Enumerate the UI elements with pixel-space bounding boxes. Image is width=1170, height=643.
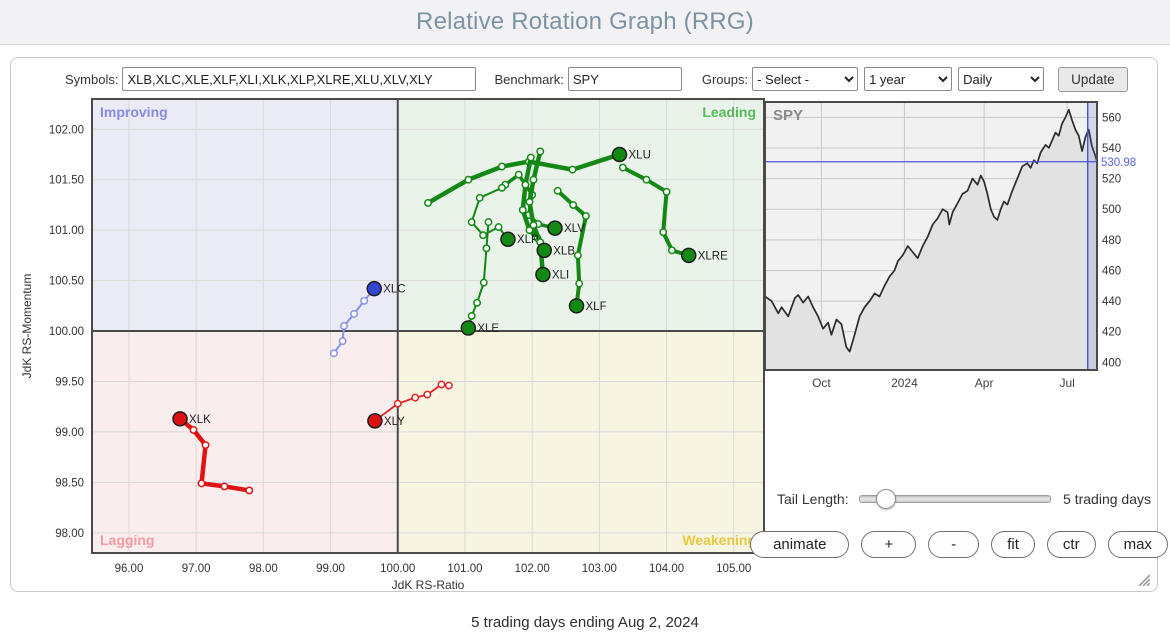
symbol-dot-xly[interactable] <box>367 413 383 429</box>
benchmark-label: Benchmark: <box>494 71 564 87</box>
svg-text:2024: 2024 <box>891 376 918 390</box>
svg-text:Jul: Jul <box>1059 376 1074 390</box>
main-panel: Symbols: Benchmark: Groups: - Select - 1… <box>10 57 1168 594</box>
spy-last-price-label: 530.98 <box>1101 157 1136 169</box>
svg-text:Oct: Oct <box>812 376 831 390</box>
symbol-dot-xlp[interactable] <box>500 231 516 247</box>
svg-text:520: 520 <box>1102 174 1121 186</box>
symbol-dot-xle[interactable] <box>460 320 477 336</box>
symbol-dot-xlv[interactable] <box>547 220 563 236</box>
resize-handle-icon[interactable] <box>1135 571 1150 586</box>
svg-text:Apr: Apr <box>975 376 994 390</box>
spy-chart-title: SPY <box>773 107 803 124</box>
title-bar: Relative Rotation Graph (RRG) <box>0 0 1170 45</box>
tail-length-label: Tail Length: <box>777 491 849 507</box>
svg-text:420: 420 <box>1102 327 1121 339</box>
svg-text:103.00: 103.00 <box>582 563 617 575</box>
svg-text:97.00: 97.00 <box>182 563 211 575</box>
svg-text:98.00: 98.00 <box>249 563 278 575</box>
right-column: 400 420 440 460 480 500 520 540 560 530.98 Oct 2024… <box>750 98 1168 558</box>
rrg-x-axis-title: JdK RS-Ratio <box>392 578 465 592</box>
symbols-input[interactable] <box>122 67 477 91</box>
svg-text:400: 400 <box>1102 357 1121 369</box>
quadrant-label-leading: Leading <box>702 104 756 120</box>
svg-text:100.50: 100.50 <box>49 276 84 288</box>
symbol-dot-xlk[interactable] <box>172 411 188 427</box>
svg-text:100.00: 100.00 <box>49 326 84 338</box>
tail-length-value: 5 trading days <box>1063 491 1151 507</box>
svg-text:101.50: 101.50 <box>49 175 84 187</box>
symbol-label-xle: XLE <box>477 323 499 335</box>
symbol-label-xlu: XLU <box>629 149 651 161</box>
benchmark-input[interactable] <box>567 67 682 91</box>
center-button[interactable]: ctr <box>1046 531 1096 558</box>
symbol-dot-xlf[interactable] <box>568 298 585 314</box>
svg-text:500: 500 <box>1102 204 1121 216</box>
interval-select[interactable]: Daily <box>958 67 1045 91</box>
svg-text:98.00: 98.00 <box>55 528 84 540</box>
symbol-label-xly: XLY <box>384 416 405 428</box>
svg-text:99.00: 99.00 <box>316 563 345 575</box>
svg-text:540: 540 <box>1102 143 1121 155</box>
quadrant-label-weakening: Weakening <box>682 532 756 548</box>
svg-text:96.00: 96.00 <box>115 563 144 575</box>
symbols-label: Symbols: <box>65 71 119 87</box>
spy-chart-svg[interactable]: 400 420 440 460 480 500 520 540 560 530.98 Oct 2024… <box>763 98 1141 398</box>
svg-text:101.00: 101.00 <box>447 563 482 575</box>
symbol-label-xlk: XLK <box>189 414 211 426</box>
groups-select[interactable]: - Select - <box>752 67 859 91</box>
symbol-label-xlc: XLC <box>383 284 405 296</box>
svg-text:98.50: 98.50 <box>55 477 84 489</box>
max-button[interactable]: max <box>1107 531 1168 558</box>
tail-length-row: Tail Length: 5 trading days <box>777 489 1151 509</box>
rrg-chart-svg[interactable]: Improving Leading Lagging Weakening 96.00 97.… <box>17 94 772 594</box>
svg-text:101.00: 101.00 <box>49 225 84 237</box>
svg-text:105.00: 105.00 <box>716 563 751 575</box>
svg-text:440: 440 <box>1102 296 1121 308</box>
svg-text:102.00: 102.00 <box>49 124 84 136</box>
zoom-in-button[interactable]: + <box>861 531 917 558</box>
symbol-label-xlre: XLRE <box>698 250 728 262</box>
symbol-dot-xli[interactable] <box>535 266 551 283</box>
rrg-y-axis-title: JdK RS-Momentum <box>20 274 34 379</box>
spy-highlight-band <box>1087 101 1098 371</box>
svg-text:104.00: 104.00 <box>649 563 684 575</box>
svg-text:100.00: 100.00 <box>380 563 415 575</box>
update-button[interactable]: Update <box>1058 66 1128 92</box>
symbol-label-xlp: XLP <box>517 234 539 246</box>
groups-label: Groups: <box>701 71 749 87</box>
footer-caption: 5 trading days ending Aug 2, 2024 <box>471 614 699 631</box>
svg-text:99.00: 99.00 <box>55 427 84 439</box>
rrg-chart-area: Improving Leading Lagging Weakening 96.00 97.… <box>17 94 772 594</box>
symbol-dot-xlu[interactable] <box>611 146 628 163</box>
symbol-label-xlb: XLB <box>553 245 575 257</box>
symbol-dot-xlb[interactable] <box>536 242 553 259</box>
symbol-label-xlf: XLF <box>586 301 607 313</box>
svg-text:560: 560 <box>1102 112 1121 124</box>
svg-text:102.00: 102.00 <box>515 563 550 575</box>
chart-buttons-row: animate + - fit ctr max <box>750 531 1168 558</box>
tail-length-slider-handle[interactable] <box>876 489 897 509</box>
svg-text:480: 480 <box>1102 235 1121 247</box>
fit-button[interactable]: fit <box>991 531 1035 558</box>
symbol-dot-xlre[interactable] <box>680 247 697 264</box>
symbol-label-xlv: XLV <box>564 223 585 235</box>
symbol-label-xli: XLI <box>552 270 569 282</box>
tail-length-slider-track[interactable] <box>858 489 1052 509</box>
symbol-dot-xlc[interactable] <box>366 280 382 297</box>
zoom-out-button[interactable]: - <box>928 531 980 558</box>
svg-text:99.50: 99.50 <box>55 376 84 388</box>
quadrant-label-lagging: Lagging <box>100 532 154 548</box>
toolbar: Symbols: Benchmark: Groups: - Select - 1… <box>11 65 1157 93</box>
quadrant-label-improving: Improving <box>100 104 168 120</box>
svg-text:460: 460 <box>1102 265 1121 277</box>
page-title: Relative Rotation Graph (RRG) <box>416 8 754 35</box>
animate-button[interactable]: animate <box>750 531 850 558</box>
period-select[interactable]: 1 year <box>864 67 953 91</box>
